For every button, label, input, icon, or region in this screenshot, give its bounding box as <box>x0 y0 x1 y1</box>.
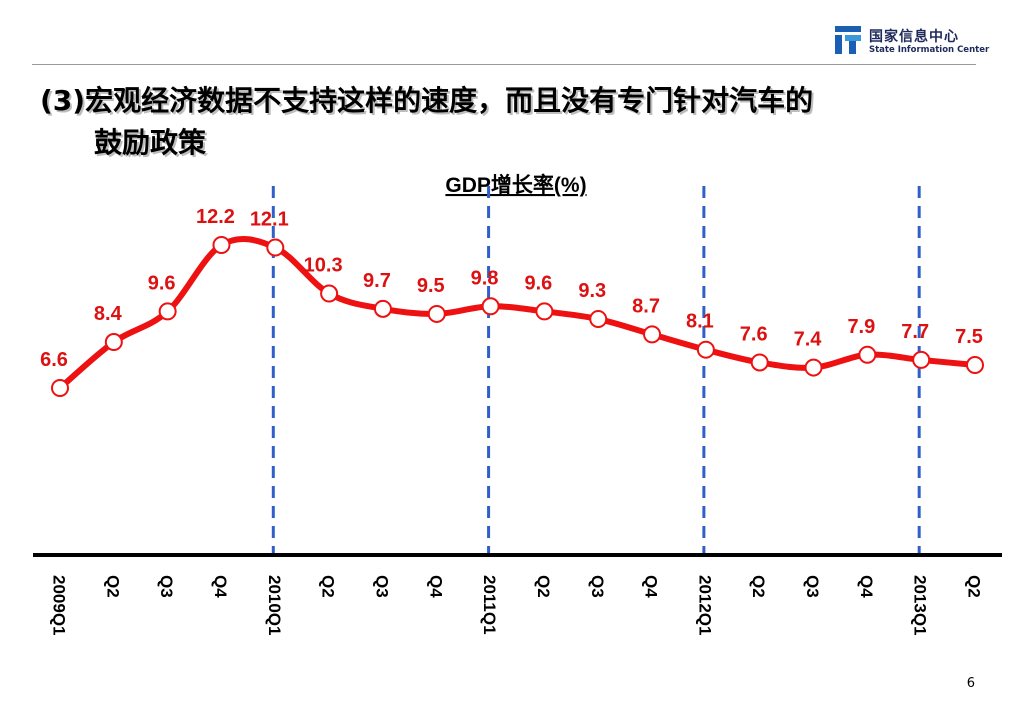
x-tick-label-2: Q3 <box>157 575 176 598</box>
page-number: 6 <box>966 676 975 691</box>
x-tick-label-15: Q4 <box>857 575 876 598</box>
data-point-10 <box>589 310 608 329</box>
slide-title-line-2: 鼓励政策 <box>94 126 207 159</box>
data-label-12: 8.1 <box>686 311 714 333</box>
logo-chinese-text: 国家信息中心 <box>869 29 959 45</box>
x-tick-label-4: 2010Q1 <box>265 575 284 636</box>
x-tick-label-9: Q2 <box>534 575 553 598</box>
data-point-4 <box>266 238 285 257</box>
x-tick-label-6: Q3 <box>372 575 391 598</box>
data-label-14: 7.4 <box>794 329 823 351</box>
data-label-13: 7.6 <box>740 323 768 345</box>
header-divider <box>32 64 976 65</box>
data-label-15: 7.9 <box>847 316 875 338</box>
x-tick-label-13: Q2 <box>749 575 768 598</box>
data-label-1: 8.4 <box>94 303 123 325</box>
data-label-11: 8.7 <box>632 295 660 317</box>
x-tick-label-0: 2009Q1 <box>50 575 69 636</box>
slide-title: (3)宏观经济数据不支持这样的速度，而且没有专门针对汽车的 鼓励政策 <box>40 80 990 164</box>
x-tick-label-10: Q3 <box>588 575 607 598</box>
data-point-15 <box>858 345 877 364</box>
data-label-6: 9.7 <box>363 270 391 292</box>
gdp-growth-line-chart: GDP增长率(%) 6.6 8.4 9.6 12.2 12.1 10.3 9.7 9.5 9.8 9… <box>33 173 1002 636</box>
data-label-10: 9.3 <box>578 280 606 302</box>
data-label-16: 7.7 <box>901 321 929 343</box>
data-point-5 <box>320 284 339 303</box>
x-tick-label-16: 2013Q1 <box>911 575 930 636</box>
chart-title: GDP增长率(%) <box>445 173 586 197</box>
x-tick-label-11: Q4 <box>642 575 661 598</box>
data-label-4: 12.1 <box>250 209 289 231</box>
data-point-16 <box>912 350 931 369</box>
x-tick-label-3: Q4 <box>211 575 230 598</box>
x-tick-label-17: Q2 <box>965 575 984 598</box>
data-point-7 <box>427 304 446 323</box>
data-point-3 <box>212 236 231 254</box>
data-point-11 <box>643 325 662 344</box>
data-point-8 <box>481 297 500 316</box>
x-tick-label-8: 2011Q1 <box>480 575 499 635</box>
data-point-1 <box>104 333 123 352</box>
data-point-17 <box>966 356 984 375</box>
data-label-3: 12.2 <box>196 206 235 228</box>
state-information-center-logo-icon <box>835 26 861 54</box>
x-tick-label-1: Q2 <box>103 575 122 598</box>
data-point-13 <box>750 353 769 372</box>
data-label-5: 10.3 <box>304 255 343 277</box>
gdp-growth-series-line <box>57 236 978 391</box>
data-label-7: 9.5 <box>417 275 445 297</box>
x-tick-label-12: 2012Q1 <box>695 575 714 636</box>
data-label-17: 7.5 <box>955 326 983 348</box>
x-tick-label-7: Q4 <box>426 575 445 598</box>
data-point-9 <box>535 302 554 321</box>
data-point-2 <box>158 302 177 321</box>
x-tick-label-14: Q3 <box>803 575 822 598</box>
logo-english-text: State Information Center <box>869 45 990 55</box>
data-label-9: 9.6 <box>525 272 553 294</box>
data-point-14 <box>804 358 823 377</box>
x-tick-label-5: Q2 <box>319 575 338 598</box>
data-label-2: 9.6 <box>148 272 176 294</box>
organization-logo: 国家信息中心 State Information Center <box>835 26 989 60</box>
data-point-12 <box>696 340 715 359</box>
data-point-6 <box>373 299 392 318</box>
data-label-8: 9.8 <box>471 267 499 289</box>
slide-title-line-1: (3)宏观经济数据不支持这样的速度，而且没有专门针对汽车的 <box>40 84 814 117</box>
data-label-0: 6.6 <box>40 349 68 371</box>
data-point-0 <box>51 379 69 397</box>
